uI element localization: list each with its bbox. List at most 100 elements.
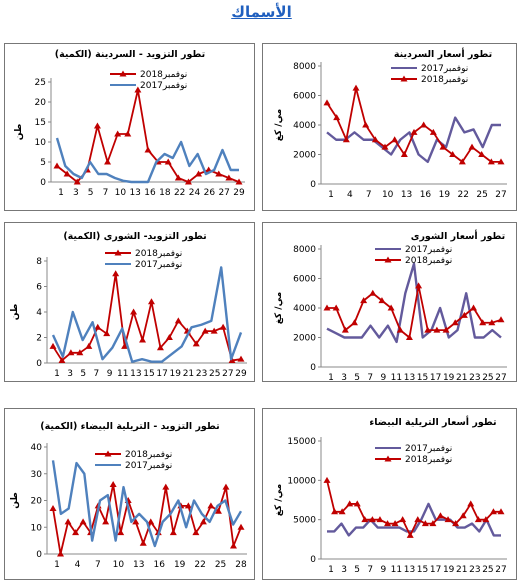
y-tick-label: 0 [310, 555, 316, 565]
legend-label: نوفمبر2017 [125, 461, 172, 471]
y-tick-label: 10000 [287, 476, 316, 486]
x-tick-label: 13 [401, 190, 412, 200]
y-tick-label: 0 [40, 178, 46, 188]
x-tick-label: 16 [153, 560, 165, 570]
x-tick-label: 17 [430, 373, 441, 383]
x-tick-label: 18 [159, 188, 171, 198]
data-point [396, 326, 404, 333]
x-tick-label: 1 [328, 565, 334, 575]
data-point [331, 508, 339, 515]
data-point [342, 136, 350, 143]
chart-title: تطور التزويد - التريلية البيضاء (الكمية) [40, 421, 219, 432]
y-tick-label: 0 [36, 550, 42, 560]
data-point [102, 518, 110, 525]
data-point [439, 143, 447, 150]
x-tick-label: 29 [233, 188, 245, 198]
x-tick-label: 5 [354, 373, 360, 383]
data-point [400, 151, 408, 157]
data-point [109, 480, 117, 487]
data-point [184, 178, 192, 185]
x-tick-label: 22 [174, 188, 185, 198]
data-point [436, 512, 444, 519]
data-point [362, 121, 370, 128]
legend-label: نوفمبر2017 [135, 260, 182, 270]
legend-marker [119, 70, 127, 77]
x-tick-label: 9 [380, 565, 386, 575]
x-tick-label: 1 [328, 373, 334, 383]
series-line [55, 137, 239, 184]
x-tick-label: 5 [80, 369, 86, 379]
data-point [350, 319, 358, 326]
data-point [424, 326, 432, 333]
data-point [134, 86, 142, 93]
data-point [228, 356, 236, 363]
data-point [479, 319, 487, 326]
data-point [352, 84, 360, 91]
data-point [323, 476, 331, 483]
data-point [360, 297, 368, 304]
legend-marker [400, 75, 408, 82]
data-point [421, 520, 429, 527]
data-point [139, 336, 147, 343]
data-point [415, 282, 423, 289]
x-tick-label: 27 [495, 565, 506, 575]
chart-title: تطور أسعار التريلية البيضاء [369, 415, 496, 428]
data-point [214, 507, 222, 514]
data-point [497, 508, 505, 515]
data-point [429, 520, 437, 527]
y-tick-label: 15 [35, 118, 46, 128]
x-tick-label: 21 [456, 373, 467, 383]
x-tick-label: 27 [218, 188, 229, 198]
x-tick-label: 23 [196, 369, 207, 379]
data-point [130, 308, 138, 315]
data-point [442, 326, 450, 333]
x-tick-label: 5 [88, 188, 94, 198]
x-tick-label: 19 [443, 373, 455, 383]
data-point [470, 304, 478, 311]
data-point [79, 518, 87, 525]
data-point [76, 349, 84, 356]
data-point [368, 516, 376, 523]
data-point [53, 162, 61, 169]
data-point [387, 304, 395, 311]
data-point [63, 170, 71, 177]
data-point [384, 520, 392, 527]
x-tick-label: 26 [204, 188, 216, 198]
legend-label: نوفمبر2017 [421, 64, 468, 74]
data-point [73, 178, 81, 185]
series-line [327, 502, 501, 537]
data-point [49, 342, 57, 349]
data-point [112, 270, 120, 277]
x-tick-label: 15 [417, 373, 428, 383]
page-title: الأسماك [231, 3, 292, 21]
data-point [192, 340, 200, 347]
chart-title: تطور التزويد - السردينة (الكمية) [55, 49, 206, 60]
legend-marker [114, 249, 122, 256]
x-tick-label: 25 [476, 190, 487, 200]
y-tick-label: 4000 [293, 304, 316, 314]
y-axis-label: طن [10, 492, 20, 509]
y-tick-label: 2 [36, 334, 42, 344]
x-tick-label: 10 [382, 190, 394, 200]
x-tick-label: 1 [328, 190, 334, 200]
y-tick-label: 0 [36, 359, 42, 369]
data-point [201, 327, 209, 334]
data-point [406, 531, 414, 538]
data-point [210, 327, 218, 334]
data-point [381, 143, 389, 150]
x-tick-label: 24 [189, 188, 201, 198]
legend-marker [384, 455, 392, 462]
legend-label: نوفمبر2018 [135, 249, 182, 259]
data-point [235, 178, 243, 185]
chart-sardine-supply: تطور التزويد - السردينة (الكمية) طن 0 5 10 15… [4, 43, 255, 211]
data-point [103, 330, 111, 337]
x-tick-label: 1 [54, 369, 60, 379]
legend-label: نوفمبر2017 [405, 245, 452, 255]
data-point [85, 342, 93, 349]
x-tick-label: 3 [73, 188, 79, 198]
data-point [405, 334, 413, 340]
series-line [326, 87, 501, 163]
y-tick-label: 6 [36, 283, 42, 293]
series-line [51, 460, 243, 548]
y-axis-label: مي/ كغ [274, 292, 284, 324]
